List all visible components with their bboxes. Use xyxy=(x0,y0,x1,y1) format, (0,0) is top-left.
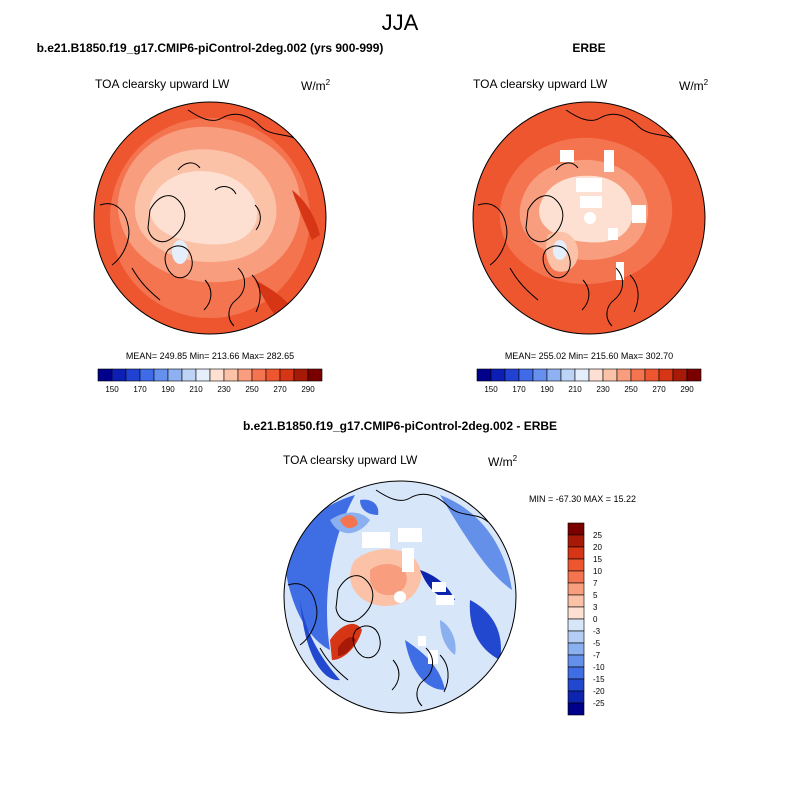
colorbar-tick-label: 25 xyxy=(593,531,602,540)
colorbar-swatch xyxy=(567,546,585,560)
colorbar-tick-label: 210 xyxy=(189,385,203,394)
colorbar-swatch xyxy=(567,534,585,548)
colorbar-swatch xyxy=(476,368,492,382)
colorbar-swatch xyxy=(567,606,585,620)
colorbar-swatch xyxy=(658,368,674,382)
units-label-model: W/m2 xyxy=(301,78,331,93)
stats-erbe: MEAN= 255.02 Min= 215.60 Max= 302.70 xyxy=(505,351,673,361)
colorbar-swatch xyxy=(111,368,127,382)
colorbar-swatch xyxy=(602,368,618,382)
units-label-diff: W/m2 xyxy=(488,454,518,469)
colorbar-swatch xyxy=(532,368,548,382)
colorbar-swatch xyxy=(567,630,585,644)
colorbar-swatch xyxy=(546,368,562,382)
polar-map-model xyxy=(93,101,327,335)
colorbar-swatch xyxy=(630,368,646,382)
colorbar-swatch xyxy=(265,368,281,382)
colorbar-tick-label: 170 xyxy=(133,385,147,394)
colorbar-swatch xyxy=(574,368,590,382)
colorbar-swatch xyxy=(616,368,632,382)
colorbar-swatch xyxy=(181,368,197,382)
colorbar-swatch xyxy=(167,368,183,382)
colorbar-tick-label: 150 xyxy=(484,385,498,394)
variable-label-model: TOA clearsky upward LW xyxy=(95,77,230,91)
colorbar-swatch xyxy=(567,582,585,596)
colorbar-swatch xyxy=(567,570,585,584)
variable-label-diff: TOA clearsky upward LW xyxy=(283,453,418,467)
colorbar-swatch xyxy=(567,558,585,572)
colorbar-swatch xyxy=(307,368,323,382)
stats-diff: MIN = -67.30 MAX = 15.22 xyxy=(529,494,636,504)
colorbar-tick-label: 250 xyxy=(245,385,259,394)
colorbar-tick-label: 5 xyxy=(593,591,598,600)
colorbar-diff: 25 20 15 10 7 5 3 0 -3 -5 -7 -10 -15 -20 -25 xyxy=(567,522,605,716)
colorbar-tick-label: 10 xyxy=(593,567,602,576)
colorbar-tick-label: -10 xyxy=(593,663,605,672)
colorbar-swatch xyxy=(153,368,169,382)
colorbar-swatch xyxy=(195,368,211,382)
colorbar-swatch xyxy=(279,368,295,382)
colorbar-swatch xyxy=(567,642,585,656)
colorbar-tick-label: -5 xyxy=(593,639,601,648)
colorbar-swatch xyxy=(251,368,267,382)
colorbar-erbe: 150 170 190 210 230 250 270 290 xyxy=(476,368,702,394)
colorbar-tick-label: 20 xyxy=(593,543,602,552)
season-title: JJA xyxy=(382,10,419,35)
colorbar-swatch xyxy=(237,368,253,382)
colorbar-tick-label: 250 xyxy=(624,385,638,394)
colorbar-tick-label: 7 xyxy=(593,579,598,588)
colorbar-model: 150 170 190 210 230 250 270 290 xyxy=(97,368,323,394)
colorbar-swatch xyxy=(97,368,113,382)
colorbar-tick-label: -7 xyxy=(593,651,601,660)
colorbar-tick-label: 270 xyxy=(273,385,287,394)
colorbar-tick-label: 230 xyxy=(596,385,610,394)
units-label-erbe: W/m2 xyxy=(679,78,709,93)
colorbar-tick-label: 210 xyxy=(568,385,582,394)
colorbar-tick-label: 15 xyxy=(593,555,602,564)
colorbar-swatch xyxy=(588,368,604,382)
panel-title-erbe: ERBE xyxy=(572,41,605,55)
colorbar-swatch xyxy=(139,368,155,382)
colorbar-swatch xyxy=(567,654,585,668)
colorbar-tick-label: -25 xyxy=(593,699,605,708)
colorbar-tick-label: 170 xyxy=(512,385,526,394)
colorbar-tick-label: -3 xyxy=(593,627,601,636)
colorbar-swatch xyxy=(560,368,576,382)
panel-title-diff: b.e21.B1850.f19_g17.CMIP6-piControl-2deg… xyxy=(243,419,557,433)
colorbar-tick-label: 0 xyxy=(593,615,598,624)
colorbar-swatch xyxy=(490,368,506,382)
polar-map-erbe xyxy=(472,101,706,335)
colorbar-tick-label: 270 xyxy=(652,385,666,394)
colorbar-swatch xyxy=(125,368,141,382)
colorbar-swatch xyxy=(518,368,534,382)
colorbar-tick-label: -20 xyxy=(593,687,605,696)
variable-label-erbe: TOA clearsky upward LW xyxy=(473,77,608,91)
colorbar-swatch xyxy=(644,368,660,382)
colorbar-swatch xyxy=(686,368,702,382)
colorbar-tick-label: 3 xyxy=(593,603,598,612)
panel-title-model: b.e21.B1850.f19_g17.CMIP6-piControl-2deg… xyxy=(37,41,384,55)
colorbar-tick-label: -15 xyxy=(593,675,605,684)
colorbar-tick-label: 190 xyxy=(540,385,554,394)
polar-map-diff xyxy=(283,480,517,714)
colorbar-swatch xyxy=(567,690,585,704)
colorbar-swatch xyxy=(567,702,585,716)
colorbar-swatch xyxy=(293,368,309,382)
stats-model: MEAN= 249.85 Min= 213.66 Max= 282.65 xyxy=(126,351,294,361)
colorbar-swatch xyxy=(223,368,239,382)
colorbar-tick-label: 290 xyxy=(680,385,694,394)
colorbar-swatch xyxy=(567,666,585,680)
colorbar-swatch xyxy=(567,618,585,632)
colorbar-tick-label: 290 xyxy=(301,385,315,394)
colorbar-swatch xyxy=(504,368,520,382)
colorbar-swatch xyxy=(672,368,688,382)
colorbar-swatch xyxy=(567,522,585,536)
colorbar-tick-label: 150 xyxy=(105,385,119,394)
colorbar-tick-label: 190 xyxy=(161,385,175,394)
colorbar-swatch xyxy=(567,678,585,692)
colorbar-swatch xyxy=(567,594,585,608)
colorbar-tick-label: 230 xyxy=(217,385,231,394)
colorbar-swatch xyxy=(209,368,225,382)
